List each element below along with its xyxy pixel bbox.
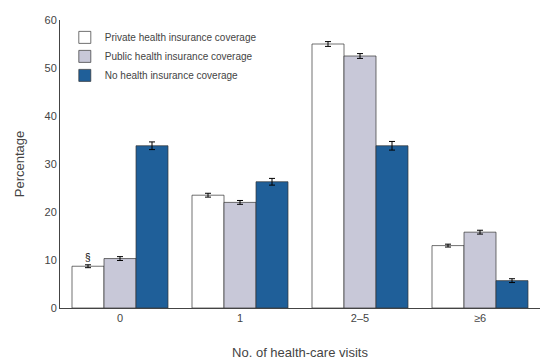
svg-text:30: 30 bbox=[45, 158, 57, 170]
svg-text:60: 60 bbox=[45, 14, 57, 26]
svg-text:No. of health-care visits: No. of health-care visits bbox=[232, 345, 368, 360]
svg-text:Private health insurance cover: Private health insurance coverage bbox=[105, 32, 257, 43]
svg-text:No health insurance coverage: No health insurance coverage bbox=[105, 70, 238, 81]
svg-text:20: 20 bbox=[45, 206, 57, 218]
svg-text:2–5: 2–5 bbox=[351, 312, 369, 324]
svg-text:0: 0 bbox=[51, 302, 57, 314]
svg-text:0: 0 bbox=[117, 312, 123, 324]
svg-text:≥6: ≥6 bbox=[474, 312, 486, 324]
svg-text:10: 10 bbox=[45, 254, 57, 266]
svg-text:§: § bbox=[85, 252, 91, 263]
svg-text:50: 50 bbox=[45, 62, 57, 74]
svg-text:Percentage: Percentage bbox=[12, 131, 27, 198]
svg-text:40: 40 bbox=[45, 110, 57, 122]
svg-text:1: 1 bbox=[237, 312, 243, 324]
svg-text:Public health insurance covera: Public health insurance coverage bbox=[105, 51, 253, 62]
